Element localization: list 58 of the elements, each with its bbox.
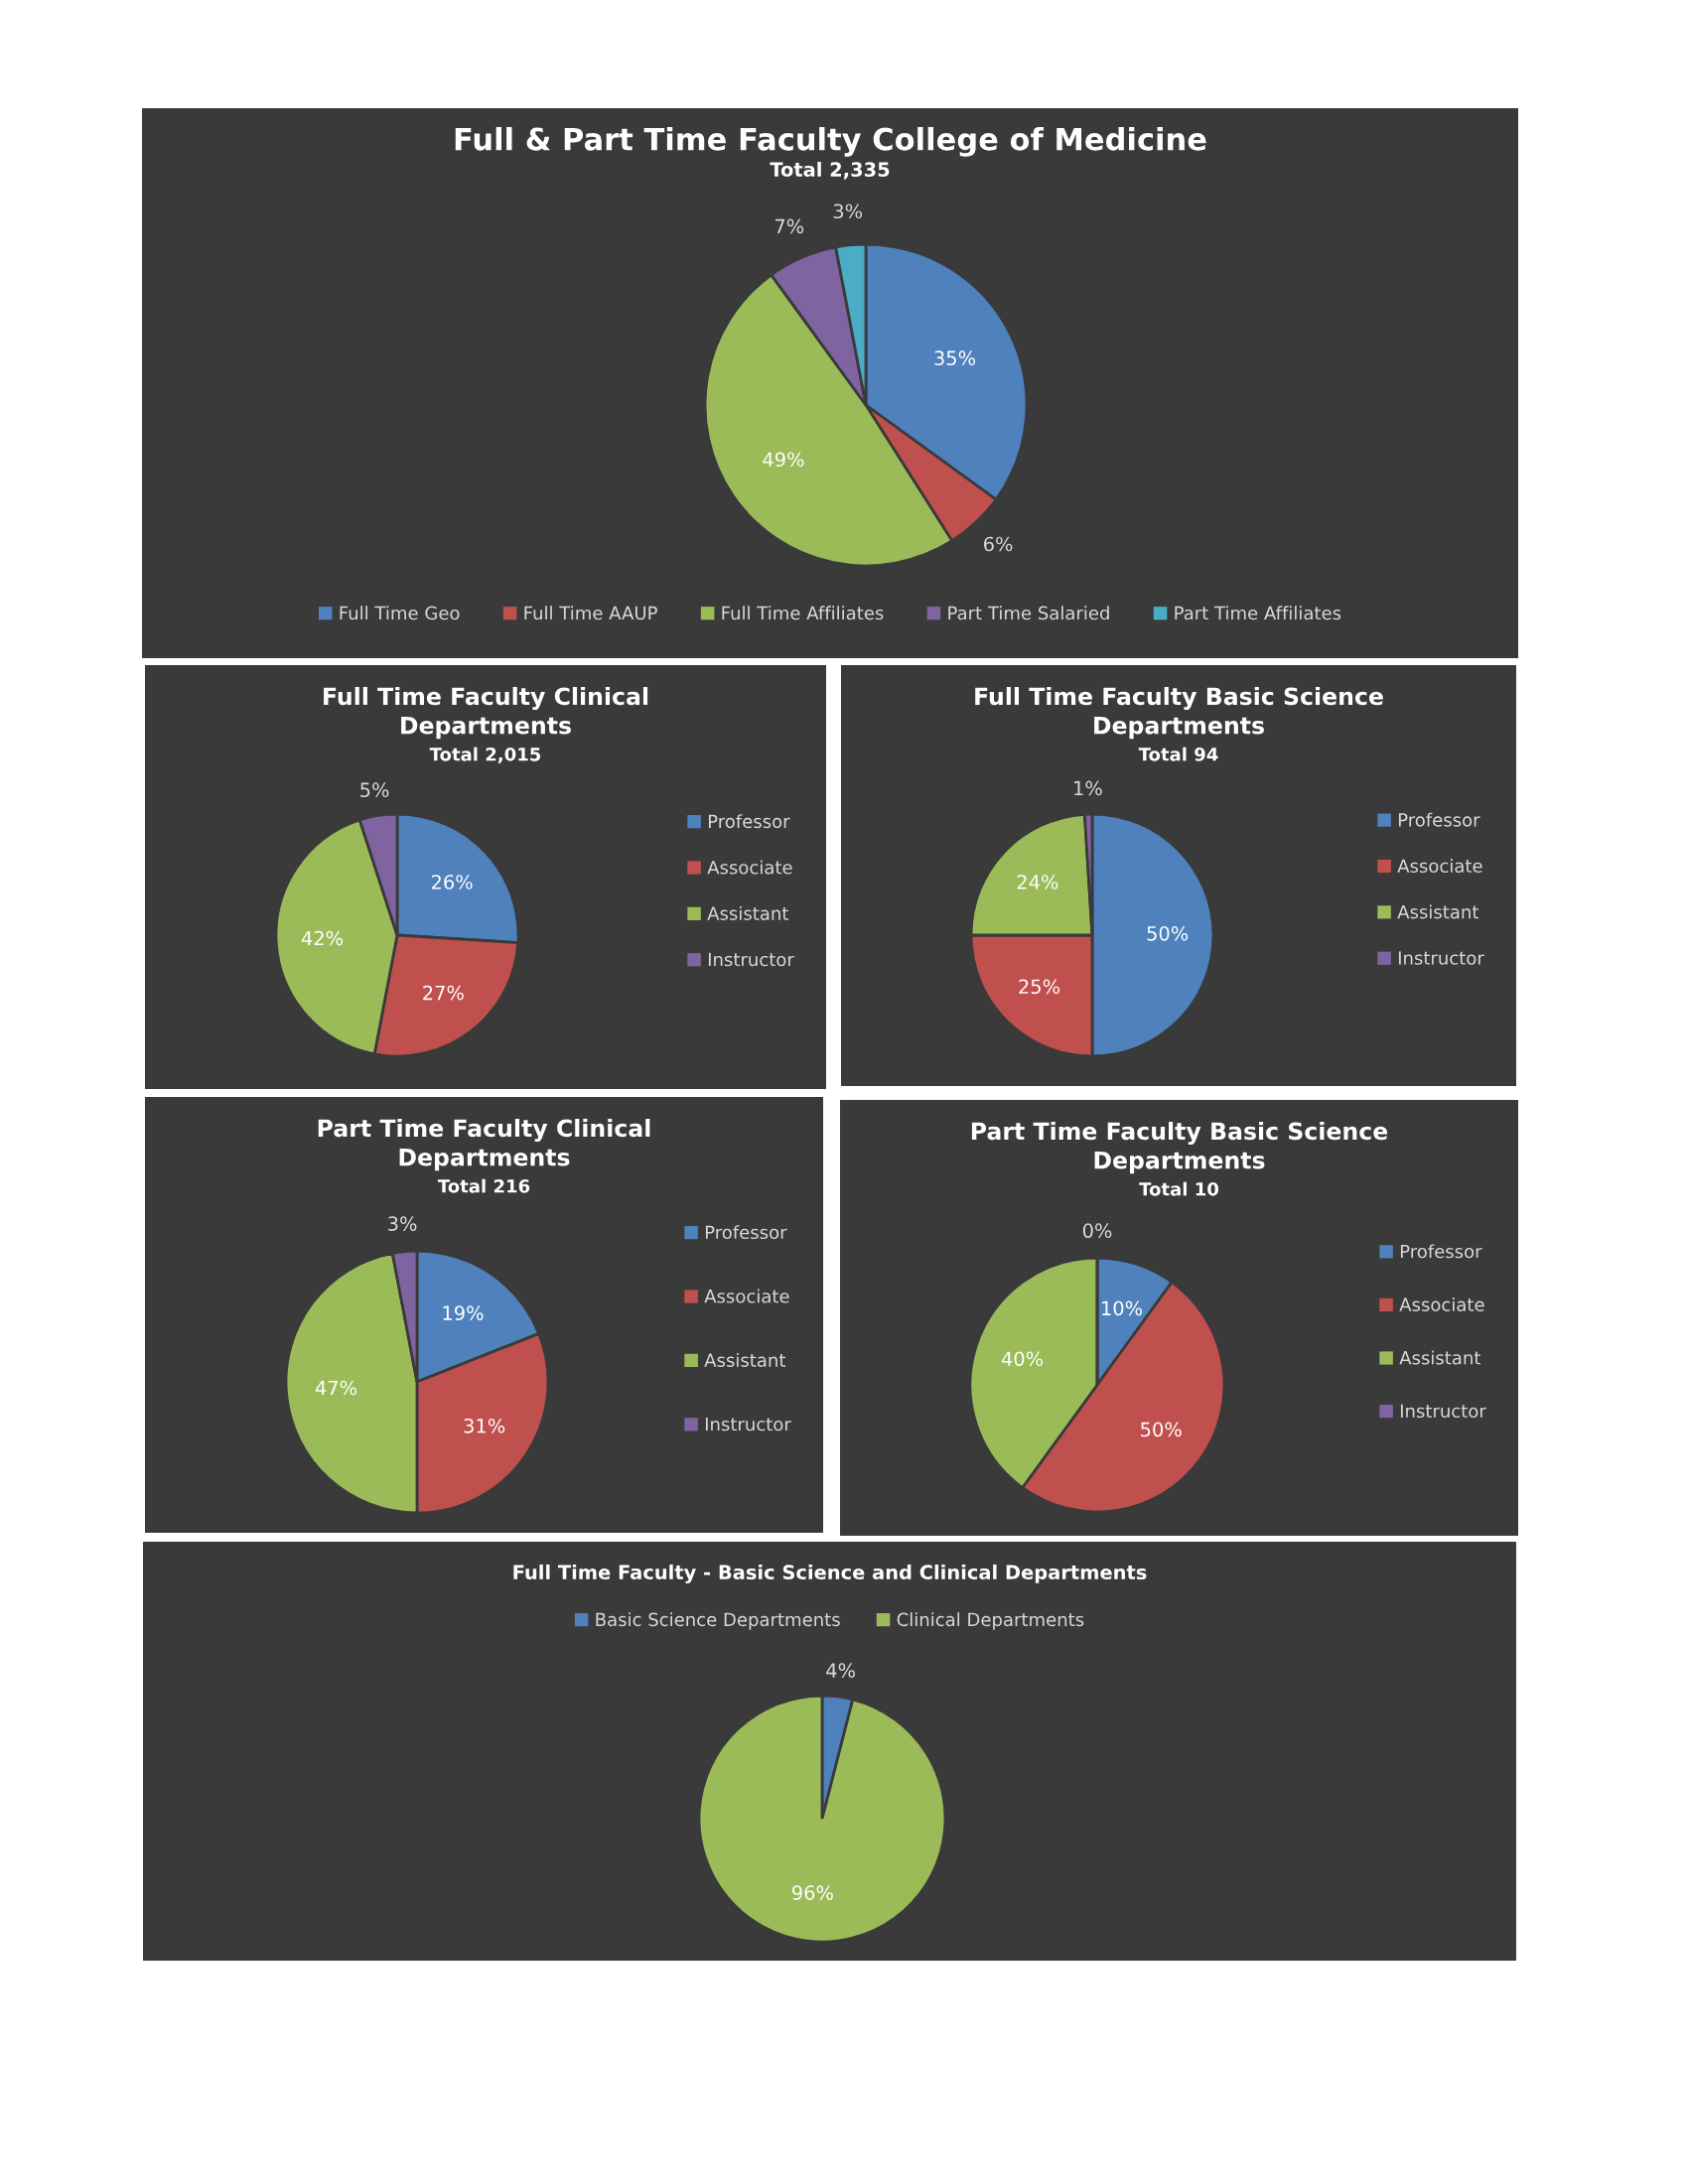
legend-label: Instructor <box>1400 1404 1486 1419</box>
legend-label: Instructor <box>708 952 794 967</box>
legend-label: Full Time AAUP <box>524 606 657 620</box>
legend-label: Associate <box>704 1289 789 1303</box>
legend-label: Associate <box>707 860 792 875</box>
pie-slice <box>697 1694 947 1944</box>
legend-label: Associate <box>1397 859 1482 874</box>
chart-subtitle: Total 10 <box>1139 1181 1219 1196</box>
legend-label: Instructor <box>705 1417 791 1432</box>
text: 0% <box>1082 1223 1112 1239</box>
data-label: 31% <box>464 1418 505 1433</box>
legend-label: Full Time Affiliates <box>722 606 884 620</box>
data-label: 1% <box>1074 780 1102 796</box>
legend-label: Professor <box>1398 812 1480 827</box>
legend-label: Assistant <box>1397 904 1479 919</box>
chart-subtitle: Total 216 <box>437 1178 530 1193</box>
legend-label: Professor <box>708 814 790 829</box>
legend-label: Basic Science Departments <box>596 1612 840 1630</box>
data-label: 19% <box>443 1305 484 1320</box>
data-label: 3% <box>388 1216 417 1231</box>
data-label: 27% <box>423 985 464 1001</box>
legend-label: Full Time Geo <box>340 606 460 620</box>
data-label: 24% <box>1017 875 1058 889</box>
data-label: 5% <box>360 782 389 798</box>
legend-label: Assistant <box>704 1352 786 1367</box>
data-label: 35% <box>934 350 976 366</box>
legend-label: Assistant <box>1399 1350 1481 1365</box>
data-label: 50% <box>1147 925 1189 941</box>
data-label: 3% <box>833 204 863 219</box>
data-label: 26% <box>431 875 473 889</box>
data-label: 49% <box>763 452 804 468</box>
data-label: 96% <box>791 1885 833 1900</box>
chart-title: Full & Part Time Faculty College of Medicine <box>455 127 1206 157</box>
data-label: 40% <box>1001 1351 1044 1367</box>
chart-title: Part Time Faculty Basic Science Departments <box>971 1122 1388 1174</box>
legend-label: Professor <box>705 1225 787 1240</box>
chart-title: Full Time Faculty - Basic Science and Clinical Departments <box>513 1565 1147 1583</box>
legend-label: Clinical Departments <box>897 1612 1084 1630</box>
chart-title: Full Time Faculty Clinical Departments <box>324 687 648 740</box>
data-label: 50% <box>1141 1422 1182 1437</box>
data-label: 47% <box>315 1380 357 1396</box>
legend-label: Professor <box>1400 1244 1482 1259</box>
data-label: 4% <box>826 1663 855 1679</box>
data-label: 6% <box>984 536 1013 552</box>
data-label: 42% <box>301 930 344 946</box>
chart-subtitle: Total 2,335 <box>770 162 890 180</box>
legend-label: Part Time Affiliates <box>1175 606 1341 620</box>
legend-label: Part Time Salaried <box>948 606 1109 620</box>
legend-label: Assistant <box>707 905 789 920</box>
legend-label: Associate <box>1399 1297 1484 1311</box>
chart-subtitle: Total 94 <box>1138 747 1218 761</box>
data-label: 10% <box>1102 1300 1143 1316</box>
data-label: 25% <box>1019 979 1060 995</box>
chart-title: Full Time Faculty Basic Science Departments <box>975 687 1383 740</box>
legend-label: Instructor <box>1398 951 1484 965</box>
chart-subtitle: Total 2,015 <box>429 747 541 763</box>
data-label: 7% <box>774 218 804 234</box>
chart-title: Part Time Faculty Clinical Departments <box>318 1119 650 1171</box>
